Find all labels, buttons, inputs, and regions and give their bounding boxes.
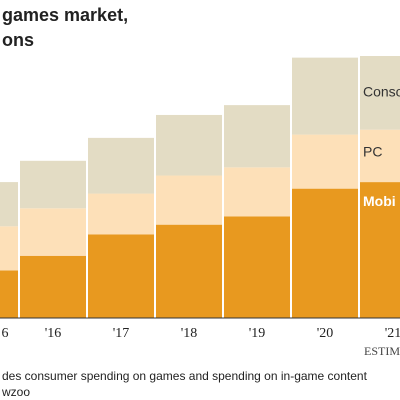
bar-segment [20, 208, 86, 256]
x-tick-label: '16 [45, 326, 62, 341]
bar-segment [224, 167, 290, 217]
bar-segment [0, 182, 18, 227]
x-tick-label: '18 [181, 326, 198, 341]
bar-segment [292, 188, 358, 318]
series-label: Mobi [363, 193, 396, 209]
bar-segment [292, 57, 358, 135]
x-tick-label: 6 [2, 326, 9, 341]
bar-segment [20, 160, 86, 209]
bar-segment [156, 175, 222, 225]
bar-segment [156, 114, 222, 176]
x-tick-label: '20 [317, 326, 334, 341]
bar-segment [224, 216, 290, 318]
bar-segment [156, 224, 222, 318]
bar-segment [360, 129, 400, 183]
bar-segment [0, 226, 18, 271]
bar-segment [88, 234, 154, 318]
bar-segment [20, 255, 86, 318]
x-tick-label: '19 [249, 326, 266, 341]
series-label: PC [363, 144, 382, 160]
annotation: ESTIM [364, 344, 400, 358]
bar-segment [88, 137, 154, 194]
bar-segment [0, 270, 18, 318]
footnote: wzoo [1, 385, 30, 399]
bar-segment [88, 193, 154, 235]
bar-segment [360, 182, 400, 318]
bar-segment [224, 105, 290, 168]
chart-title: ons [2, 30, 34, 50]
x-tick-label: '17 [113, 326, 130, 341]
bar-segment [292, 134, 358, 189]
x-tick-label: '21 [385, 326, 400, 341]
chart-title: games market, [2, 5, 128, 25]
bar-segment [360, 56, 400, 130]
footnote: des consumer spending on games and spend… [2, 369, 368, 383]
series-label: Conso [363, 84, 400, 100]
